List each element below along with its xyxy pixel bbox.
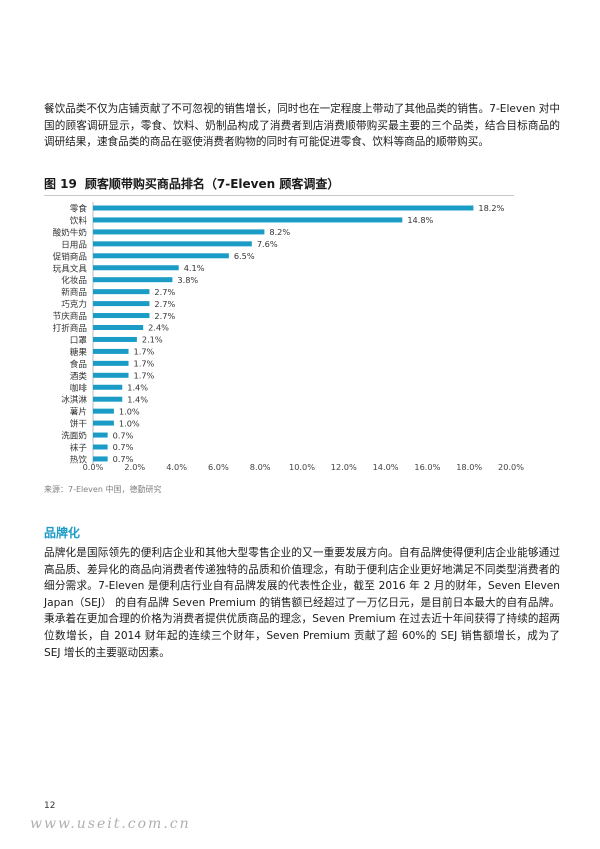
- value-label: 2.1%: [142, 335, 163, 345]
- value-label: 1.4%: [127, 382, 148, 392]
- category-label: 打折商品: [53, 322, 87, 334]
- category-label: 巧克力: [61, 298, 87, 310]
- value-label: 2.7%: [154, 299, 175, 309]
- category-label: 咖啡: [70, 382, 88, 394]
- x-tick-label: 12.0%: [331, 462, 357, 472]
- x-tick-label: 8.0%: [250, 462, 271, 472]
- figure-title-rule: [44, 195, 514, 196]
- category-label: 袜子: [70, 442, 88, 454]
- category-label: 日用品: [61, 239, 87, 250]
- category-label: 零食: [70, 203, 88, 215]
- x-tick-label: 4.0%: [166, 462, 187, 472]
- category-label: 促销商品: [53, 250, 87, 262]
- bar: [93, 336, 137, 342]
- category-label: 酸奶牛奶: [53, 226, 87, 238]
- value-label: 1.7%: [134, 359, 155, 369]
- value-label: 1.7%: [134, 371, 155, 381]
- bar: [93, 241, 252, 247]
- value-label: 3.8%: [177, 275, 198, 285]
- category-label: 饼干: [70, 418, 88, 430]
- bar: [93, 372, 129, 378]
- bar-chart: 零食 18.2% 饮料 14.8% 酸奶牛奶 8.2% 日用品 7.6% 促销商品 6.5% 玩具文…: [53, 202, 524, 472]
- category-label: 新商品: [61, 286, 87, 298]
- category-label: 热饮: [70, 453, 88, 465]
- intro-paragraph: 餐饮品类不仅为店铺贡献了不可忽视的销售增长，同时也在一定程度上带动了其他品类的销…: [44, 103, 560, 149]
- value-label: 0.7%: [113, 442, 134, 452]
- bar: [93, 432, 108, 438]
- category-label: 节庆商品: [53, 310, 87, 322]
- value-label: 7.6%: [257, 239, 278, 249]
- bar: [93, 420, 114, 426]
- figure-title-text: 顾客顺带购买商品排名（7-Eleven 顾客调查）: [84, 177, 340, 191]
- category-label: 冰淇淋: [61, 394, 87, 406]
- bar: [93, 408, 114, 414]
- bar: [93, 277, 173, 283]
- bar: [93, 205, 474, 211]
- value-label: 1.4%: [127, 394, 148, 404]
- bar: [93, 313, 150, 319]
- x-tick-label: 10.0%: [289, 462, 315, 472]
- category-label: 食品: [70, 358, 87, 370]
- category-label: 玩具文具: [53, 262, 88, 274]
- page-number: 12: [44, 801, 56, 811]
- x-tick-label: 16.0%: [414, 462, 440, 472]
- category-label: 洗面奶: [61, 430, 87, 442]
- bar: [93, 289, 150, 295]
- category-label: 薯片: [70, 406, 87, 418]
- bar: [93, 301, 150, 307]
- value-label: 14.8%: [407, 215, 433, 225]
- branding-paragraph: 品牌化是国际领先的便利店企业和其他大型零售企业的又一重要发展方向。自有品牌使得便…: [44, 547, 560, 659]
- category-label: 糖果: [70, 346, 88, 358]
- figure-number: 图 19: [44, 177, 77, 191]
- bar: [93, 444, 108, 450]
- value-label: 0.7%: [113, 430, 134, 440]
- bar: [93, 348, 129, 354]
- value-label: 18.2%: [478, 203, 504, 213]
- x-tick-label: 20.0%: [498, 462, 524, 472]
- bar: [93, 229, 265, 235]
- x-tick-label: 0.0%: [83, 462, 104, 472]
- value-label: 8.2%: [269, 227, 290, 237]
- category-label: 口罩: [70, 335, 88, 346]
- section-heading-branding: 品牌化: [44, 526, 81, 540]
- value-label: 0.7%: [113, 454, 134, 464]
- value-label: 6.5%: [234, 251, 255, 261]
- category-label: 化妆品: [61, 274, 87, 286]
- bar: [93, 217, 403, 223]
- bar: [93, 384, 123, 390]
- value-label: 2.7%: [154, 311, 175, 321]
- bar: [93, 396, 123, 402]
- x-tick-label: 14.0%: [373, 462, 399, 472]
- bar: [93, 253, 229, 259]
- category-label: 饮料: [70, 214, 88, 226]
- x-tick-label: 6.0%: [208, 462, 229, 472]
- bar: [93, 360, 129, 366]
- figure-title: 图 19 顾客顺带购买商品排名（7-Eleven 顾客调查）: [44, 175, 339, 192]
- x-tick-label: 18.0%: [456, 462, 482, 472]
- bar: [93, 325, 144, 330]
- bar: [93, 456, 108, 462]
- value-label: 4.1%: [184, 263, 205, 273]
- watermark: www.useit.com.cn: [30, 816, 191, 832]
- value-label: 1.7%: [134, 347, 155, 357]
- value-label: 2.7%: [154, 287, 175, 297]
- value-label: 2.4%: [148, 323, 169, 333]
- value-label: 1.0%: [119, 418, 140, 428]
- category-label: 酒类: [70, 370, 88, 382]
- bar: [93, 265, 179, 271]
- x-tick-label: 2.0%: [124, 462, 145, 472]
- value-label: 1.0%: [119, 406, 140, 416]
- figure-source: 来源：7-Eleven 中国，德勤研究: [44, 485, 162, 494]
